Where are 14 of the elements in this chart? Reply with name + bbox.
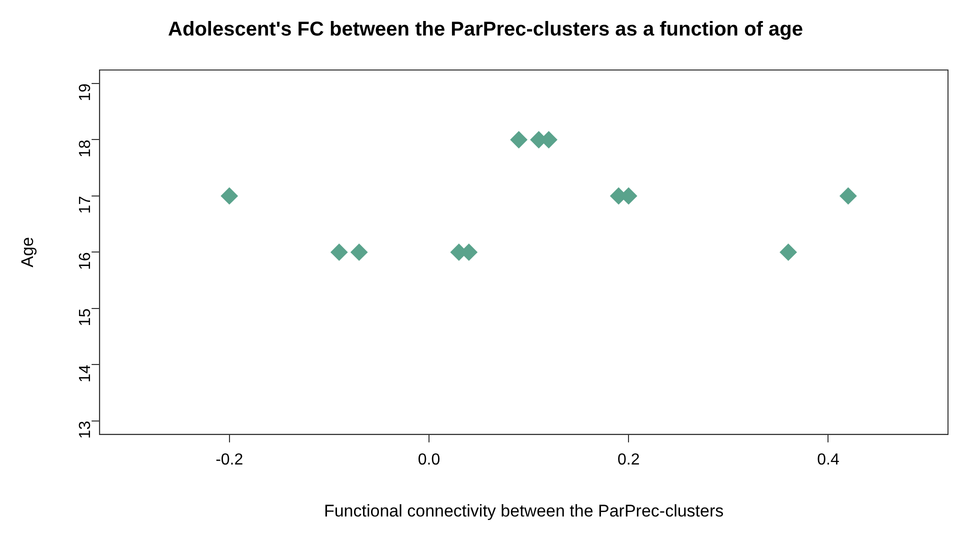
x-tick-label: 0.0 bbox=[418, 451, 440, 468]
y-tick-label: 13 bbox=[77, 420, 94, 439]
x-tick-label: 0.2 bbox=[617, 451, 640, 468]
y-tick-label: 16 bbox=[77, 252, 94, 270]
y-axis-title: Age bbox=[18, 237, 37, 268]
y-tick-label: 15 bbox=[77, 308, 94, 326]
chart-title: Adolescent's FC between the ParPrec-clusters as a function of age bbox=[168, 18, 803, 41]
x-tick-label: 0.4 bbox=[817, 451, 840, 468]
x-tick-label: -0.2 bbox=[216, 451, 244, 468]
y-tick-label: 19 bbox=[77, 83, 94, 102]
y-tick-label: 14 bbox=[77, 364, 94, 382]
y-tick-label: 18 bbox=[77, 140, 94, 158]
x-axis-title: Functional connectivity between the ParPrec-clusters bbox=[324, 501, 724, 520]
y-tick-label: 17 bbox=[77, 196, 94, 214]
